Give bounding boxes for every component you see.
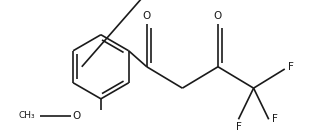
- Text: O: O: [72, 111, 80, 121]
- Text: F: F: [272, 114, 278, 124]
- Text: F: F: [235, 122, 242, 132]
- Text: CH₃: CH₃: [18, 111, 35, 120]
- Text: F: F: [288, 62, 294, 72]
- Text: O: O: [214, 11, 222, 22]
- Text: O: O: [143, 11, 151, 22]
